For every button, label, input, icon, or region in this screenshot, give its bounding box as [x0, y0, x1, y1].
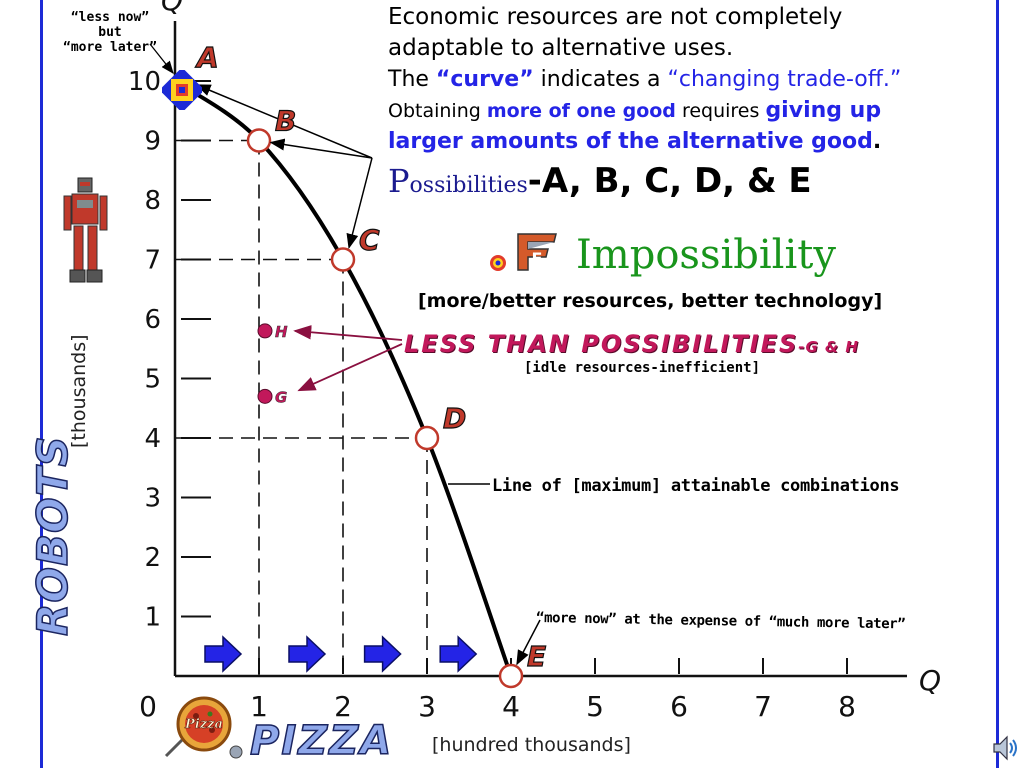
arrow-to-G [297, 343, 403, 392]
x-tick-label-8: 8 [838, 690, 856, 723]
arrow-to-C [346, 157, 373, 249]
curve-statement-pre: The [388, 67, 436, 92]
point-label-H: H [275, 323, 288, 341]
x-tick-label-2: 2 [334, 690, 352, 723]
possibilities-heading: Possibilities-A, B, C, D, & E [388, 160, 812, 207]
blue-right-arrow-1 [204, 635, 243, 673]
point-E [498, 663, 524, 689]
left-frame-border [40, 0, 43, 768]
y-tick-label-9: 9 [144, 127, 161, 157]
ppf-curve [173, 79, 513, 677]
f-letter-icon: F [517, 233, 557, 271]
x-tick-label-5: 5 [586, 690, 604, 723]
curve-word: “curve” [435, 67, 534, 92]
less-now-line-3: “more later” [63, 40, 157, 55]
blue-right-arrow-4 [439, 635, 478, 673]
pizza-logo-icon: Pizza [164, 696, 243, 759]
y-tick-label-5: 5 [144, 365, 161, 395]
y-tick-label-2: 2 [144, 543, 161, 573]
obtaining-statement: Obtaining more of one good requires givi… [388, 96, 881, 126]
possibilities-list: -A, B, C, D, & E [527, 161, 812, 201]
arrow-to-B [269, 138, 373, 159]
arrow-less-now [149, 43, 174, 75]
line-of-max-note: Line of [maximum] attainable combination… [492, 476, 900, 496]
less-now-line-2: but [98, 25, 122, 40]
point-label-B: B [275, 105, 296, 138]
x-tick-label-7: 7 [754, 690, 772, 723]
blue-right-arrow-2 [288, 635, 327, 673]
larger-amounts-statement: larger amounts of the alternative good. [388, 127, 881, 157]
point-G [257, 388, 273, 404]
less-than-possibilities: LESS THAN POSSIBILITIES-G & H [404, 330, 859, 358]
y-axis-letter: Q [161, 0, 183, 17]
obtaining-pre: Obtaining [388, 100, 487, 122]
x-tick-label-6: 6 [670, 690, 688, 723]
blue-right-arrow-3 [363, 635, 402, 673]
resources-note: [more/better resources, better technolog… [418, 290, 883, 312]
arrow-to-A [195, 84, 373, 159]
impossibility-heading: Impossibility [576, 232, 836, 278]
y-tick-label-3: 3 [144, 484, 161, 514]
arrow-to-E [516, 619, 541, 666]
y-tick-label-10: 10 [128, 67, 161, 97]
robot-icon [63, 177, 108, 283]
larger-amounts-dot: . [872, 129, 882, 154]
speaker-icon[interactable] [990, 732, 1022, 764]
point-H [257, 323, 273, 339]
y-tick-label-8: 8 [144, 186, 161, 216]
y-tick-label-6: 6 [144, 305, 161, 335]
point-a-marker-icon [162, 70, 202, 110]
possibilities-rest: ossibilities [409, 173, 528, 198]
y-tick-label-4: 4 [144, 424, 161, 454]
possibilities-word: Possibilities [388, 162, 528, 200]
less-than-text: LESS THAN POSSIBILITIES [404, 330, 799, 358]
right-frame-border [996, 0, 999, 768]
x-tick-label-1: 1 [250, 690, 268, 723]
x-axis-letter: Q [919, 664, 941, 697]
x-tick-label-3: 3 [418, 690, 436, 723]
less-now-note: “less now” but “more later” [50, 10, 170, 55]
point-D [414, 425, 440, 451]
possibilities-cap-p: P [388, 162, 410, 200]
x-tick-label-0: 0 [139, 690, 157, 723]
y-tick-label-1: 1 [144, 603, 161, 633]
less-now-line-1: “less now” [70, 10, 150, 25]
point-B [246, 128, 272, 153]
larger-amounts: larger amounts of the alternative good [388, 129, 873, 154]
more-of-one-good: more of one good [486, 100, 676, 122]
curve-statement-mid: indicates a [533, 67, 668, 92]
point-label-E: E [527, 640, 546, 673]
arrow-to-H [293, 325, 403, 341]
y-axis-title: ROBOTS [27, 435, 78, 637]
x-axis-title: PIZZA [249, 717, 394, 765]
intro-line-2: adaptable to alternative uses. [388, 35, 734, 61]
point-label-C: C [359, 224, 380, 257]
point-C [330, 247, 356, 272]
obtaining-mid: requires [675, 100, 766, 122]
less-than-gh: -G & H [798, 338, 859, 356]
f-letter: F [532, 249, 543, 268]
idle-resources-note: [idle resources-inefficient] [524, 360, 761, 376]
intro-line-1: Economic resources are not completely [388, 4, 843, 30]
pizza-logo-text: Pizza [184, 717, 223, 732]
x-tick-label-4: 4 [502, 690, 520, 723]
point-label-A: A [195, 41, 219, 74]
curve-statement: The “curve” indicates a “changing trade-… [388, 64, 901, 95]
x-axis-unit: [hundred thousands] [432, 734, 631, 756]
bullet-icon [490, 255, 506, 271]
point-label-G: G [275, 388, 287, 406]
tradeoff-phrase: “changing trade-off.” [667, 67, 902, 92]
y-tick-label-7: 7 [144, 246, 161, 276]
point-label-D: D [443, 402, 466, 435]
y-axis-unit: [thousands] [68, 334, 90, 448]
giving-up: giving up [765, 98, 882, 123]
